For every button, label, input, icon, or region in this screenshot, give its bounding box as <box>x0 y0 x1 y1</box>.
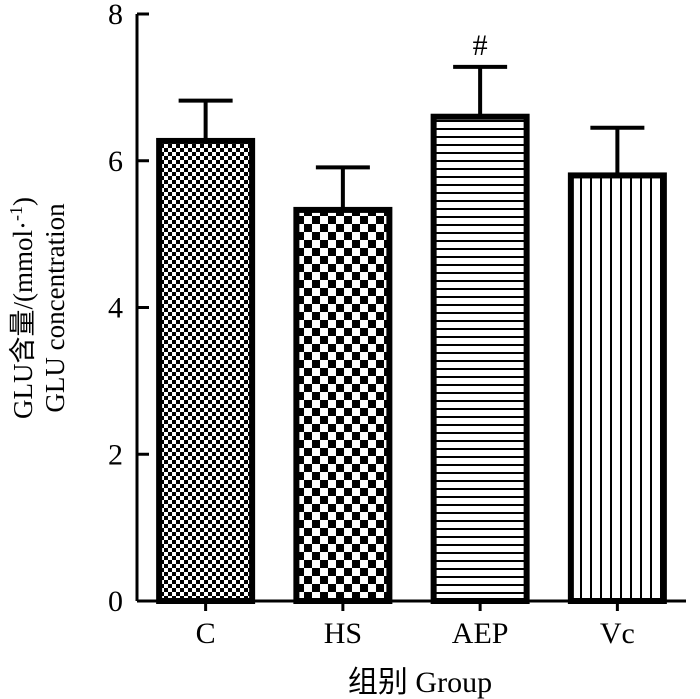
y-axis-title-sup: -1 <box>6 206 26 221</box>
bar <box>567 172 667 605</box>
y-axis-title: GLU含量/(mmol·-1) GLU concentration <box>6 197 70 419</box>
y-axis-title-main: GLU含量/(mmol· <box>8 221 38 419</box>
x-ticks: C HS AEP Vc <box>196 601 635 650</box>
x-tick-label: Vc <box>600 617 635 650</box>
bar <box>430 113 530 604</box>
bar <box>156 137 256 604</box>
x-tick-label: AEP <box>452 617 509 650</box>
y-axis-title-close: ) <box>8 197 38 206</box>
error-bars-layer <box>178 64 645 210</box>
bars-layer <box>156 113 667 605</box>
x-tick-label: HS <box>324 617 362 650</box>
significance-marker: # <box>473 29 488 62</box>
y-tick-label: 8 <box>108 0 123 31</box>
y-axis-title-line1: GLU含量/(mmol·-1) <box>6 197 38 419</box>
x-tick-label: C <box>196 617 216 650</box>
y-ticks: 0 2 4 6 8 <box>108 0 149 618</box>
y-tick-label: 6 <box>108 145 123 178</box>
y-tick-label: 0 <box>108 585 123 618</box>
annotations-layer: # <box>473 29 488 62</box>
bar <box>293 206 393 604</box>
y-axis-title-line2: GLU concentration <box>40 203 70 413</box>
y-tick-label: 2 <box>108 438 123 471</box>
y-tick-label: 4 <box>108 292 123 325</box>
x-axis-title: 组别 Group <box>348 666 492 699</box>
